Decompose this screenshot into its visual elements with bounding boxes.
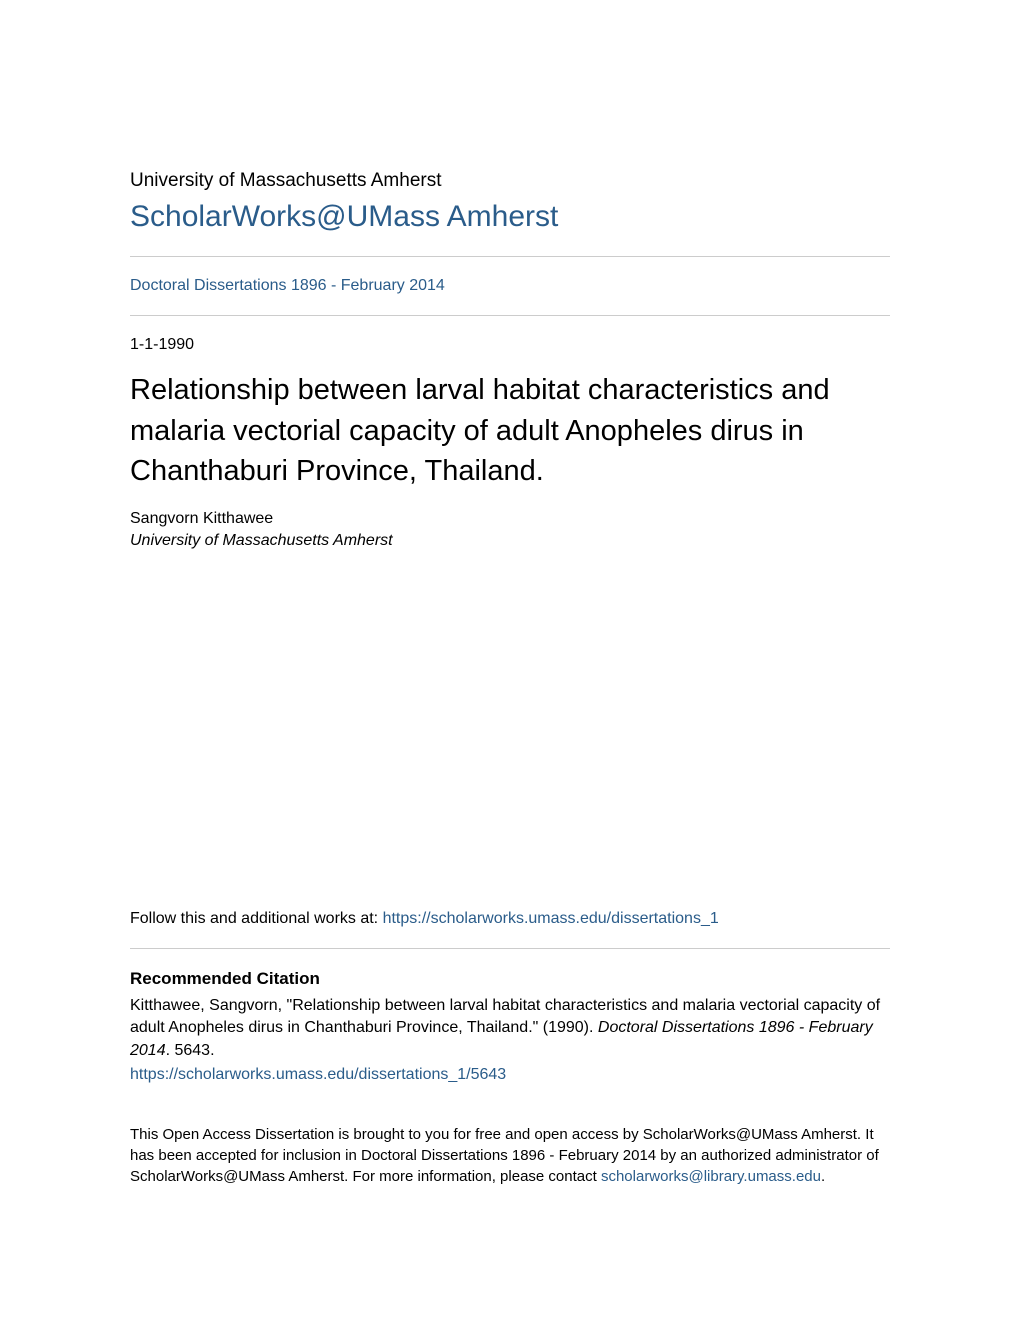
author-name: Sangvorn Kitthawee (130, 510, 890, 528)
spacer (130, 550, 890, 910)
page-container: University of Massachusetts Amherst Scho… (130, 170, 890, 1187)
publication-date: 1-1-1990 (130, 336, 890, 354)
divider-bottom (130, 315, 890, 316)
citation-link[interactable]: https://scholarworks.umass.edu/dissertat… (130, 1066, 890, 1084)
citation-text: Kitthawee, Sangvorn, "Relationship betwe… (130, 995, 890, 1062)
follow-section: Follow this and additional works at: htt… (130, 910, 890, 928)
metadata-section: 1-1-1990 Relationship between larval hab… (130, 336, 890, 550)
citation-part2: . 5643. (166, 1042, 215, 1059)
repository-link[interactable]: ScholarWorks@UMass Amherst (130, 200, 890, 234)
header-section: University of Massachusetts Amherst Scho… (130, 170, 890, 316)
follow-prefix: Follow this and additional works at: (130, 910, 383, 927)
divider-citation (130, 948, 890, 949)
citation-heading: Recommended Citation (130, 969, 890, 989)
divider-top (130, 256, 890, 257)
collection-link[interactable]: Doctoral Dissertations 1896 - February 2… (130, 277, 890, 295)
university-name: University of Massachusetts Amherst (130, 170, 890, 192)
author-affiliation: University of Massachusetts Amherst (130, 532, 890, 550)
document-title: Relationship between larval habitat char… (130, 370, 890, 492)
citation-section: Recommended Citation Kitthawee, Sangvorn… (130, 969, 890, 1084)
footer-section: This Open Access Dissertation is brought… (130, 1124, 890, 1187)
footer-email-link[interactable]: scholarworks@library.umass.edu (601, 1168, 821, 1185)
footer-part2: . (821, 1168, 825, 1185)
follow-link[interactable]: https://scholarworks.umass.edu/dissertat… (383, 910, 719, 927)
follow-text: Follow this and additional works at: htt… (130, 910, 890, 928)
